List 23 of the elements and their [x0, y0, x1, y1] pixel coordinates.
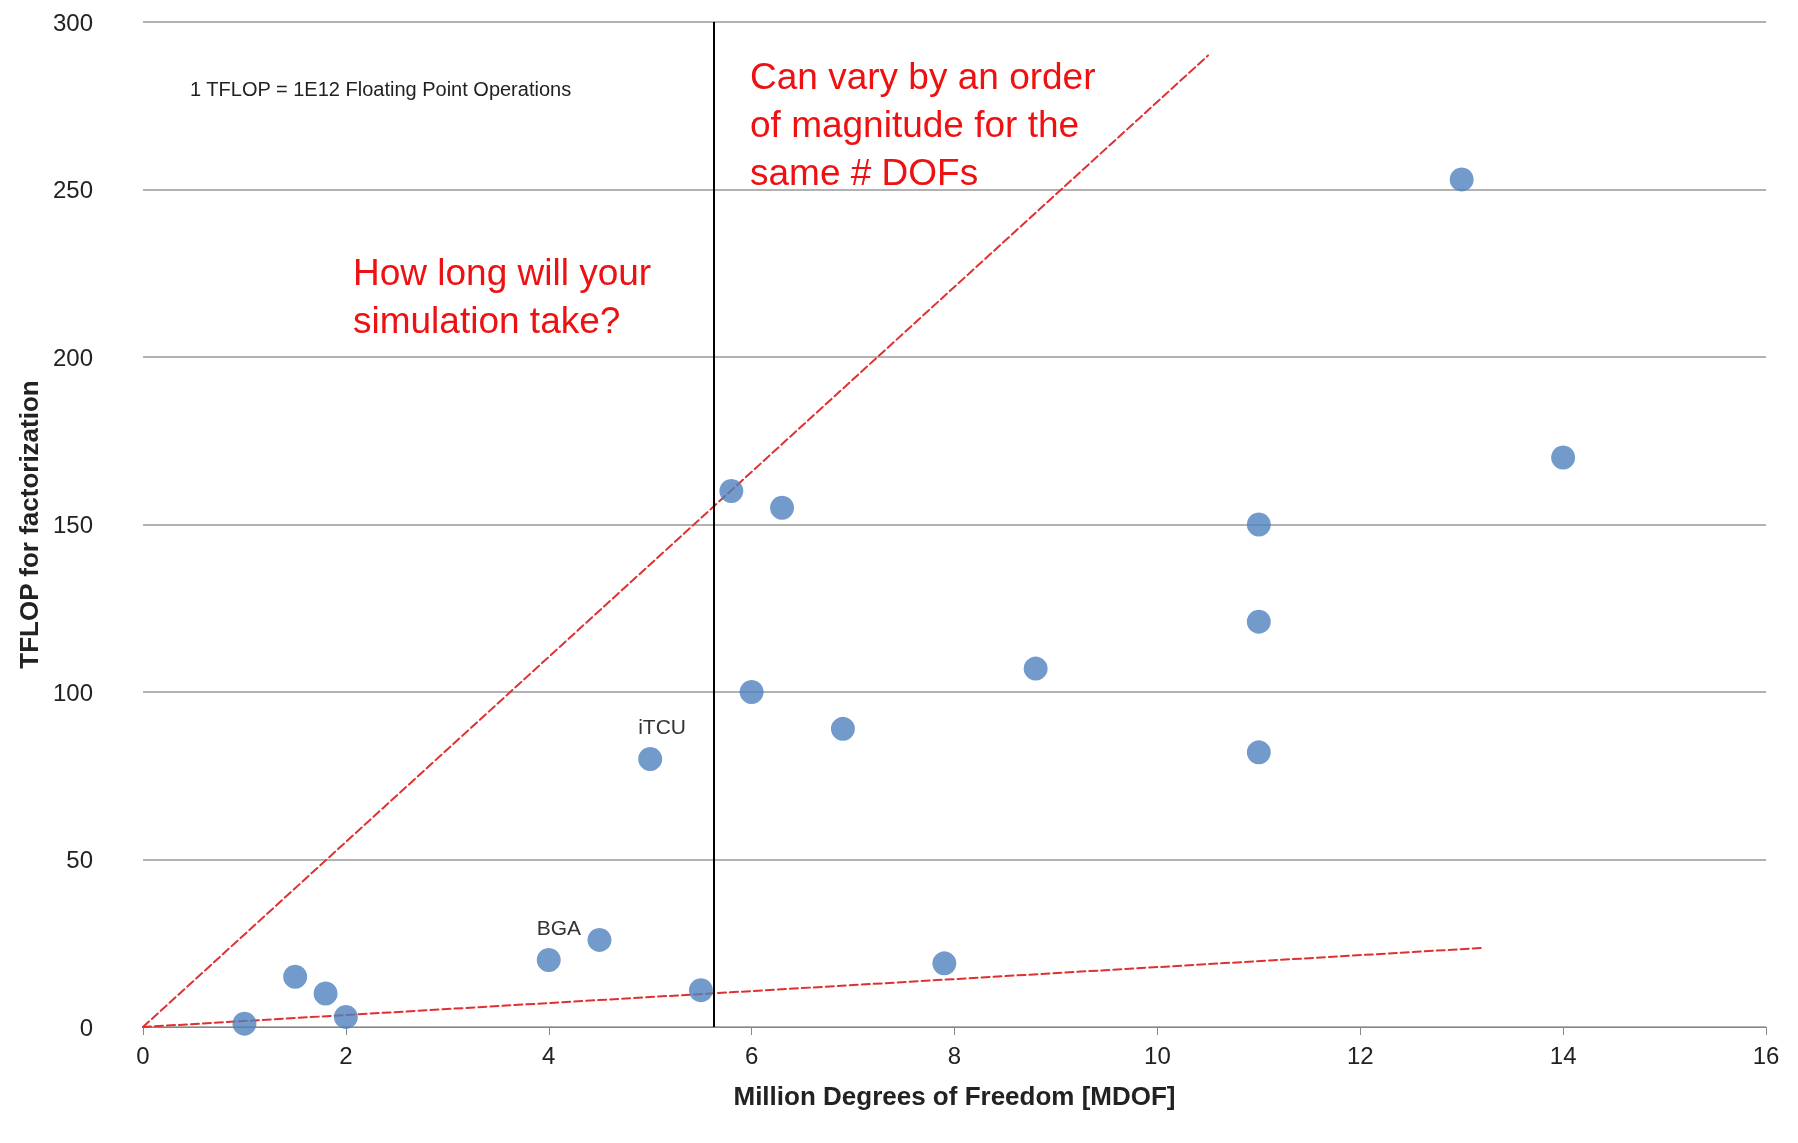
annotation: 1 TFLOP = 1E12 Floating Point Operations [190, 78, 572, 100]
x-tick-label: 6 [744, 1041, 759, 1069]
annotation: iTCU [638, 715, 687, 738]
x-tick-label: 10 [1144, 1041, 1171, 1069]
x-tick-label: 2 [339, 1041, 353, 1069]
y-tick-label: 200 [52, 343, 93, 371]
x-tick-label: 0 [136, 1041, 150, 1069]
x-axis-title: Million Degrees of Freedom [MDOF] [733, 1081, 1176, 1111]
x-tick-label: 16 [1752, 1041, 1780, 1069]
y-tick-label: 250 [52, 176, 93, 203]
annotation: How long will your simulation take? [353, 251, 662, 341]
y-tick-label: 100 [52, 678, 93, 706]
y-tick-label: 150 [52, 511, 93, 538]
x-tick-label: 4 [542, 1041, 556, 1069]
x-tick-label: 8 [947, 1041, 962, 1069]
y-tick-label: 50 [66, 846, 93, 873]
x-tick-label: 12 [1346, 1041, 1374, 1069]
x-tick-label: 14 [1549, 1041, 1577, 1069]
y-tick-label: 300 [52, 8, 93, 36]
y-axis-title: TFLOP for factorization [14, 380, 45, 669]
annotation: Can vary by an order of magnitude for the same # DOFs [750, 55, 1106, 193]
annotation: BGA [536, 916, 582, 939]
y-tick-label: 0 [79, 1013, 93, 1041]
